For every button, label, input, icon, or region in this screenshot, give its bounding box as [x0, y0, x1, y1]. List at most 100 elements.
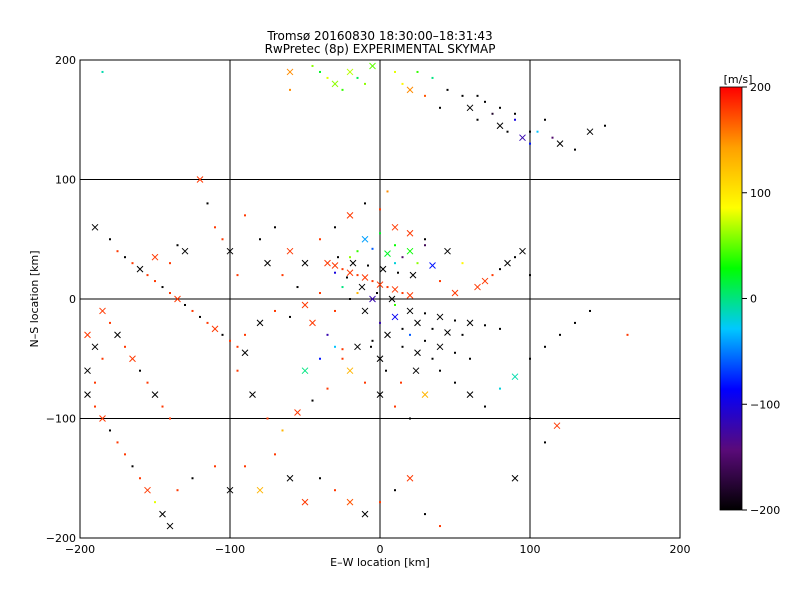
echo-dot-marker: [161, 286, 164, 289]
echo-dot-marker: [169, 262, 171, 265]
echo-cross-marker: [129, 355, 136, 363]
echo-dot-marker: [529, 274, 531, 277]
echo-cross-marker: [376, 281, 384, 289]
echo-dot-marker: [341, 268, 344, 271]
echo-cross-marker: [241, 349, 249, 357]
echo-cross-marker: [361, 235, 369, 243]
echo-cross-marker: [391, 313, 399, 321]
echo-dot-marker: [236, 345, 239, 348]
echo-cross-marker: [256, 319, 264, 327]
echo-dot-marker: [461, 94, 464, 97]
echo-dot-marker: [176, 244, 179, 247]
echo-dot-marker: [154, 280, 156, 283]
echo-dot-marker: [376, 292, 378, 295]
echo-dot-marker: [394, 70, 396, 73]
echo-cross-marker: [331, 80, 339, 88]
echo-dot-marker: [626, 333, 629, 336]
echo-dot-marker: [401, 82, 404, 85]
echo-cross-marker: [99, 307, 106, 315]
echo-cross-marker: [496, 122, 504, 130]
echo-dot-marker: [334, 345, 336, 348]
echo-cross-marker: [91, 223, 99, 231]
echo-dot-marker: [401, 345, 404, 348]
echo-dot-marker: [169, 417, 171, 420]
echo-cross-marker: [226, 247, 234, 255]
echo-dot-marker: [356, 76, 359, 79]
echo-dot-marker: [146, 381, 149, 384]
echo-dot-marker: [244, 214, 246, 217]
echo-dot-marker: [356, 292, 359, 295]
echo-dot-marker: [139, 477, 141, 480]
echo-dot-marker: [379, 208, 381, 211]
echo-cross-marker: [519, 247, 526, 255]
echo-dot-marker: [424, 94, 426, 97]
x-tick-label: −200: [65, 543, 95, 556]
echo-cross-marker: [91, 343, 99, 351]
echo-dot-marker: [604, 124, 606, 127]
echo-cross-marker: [346, 68, 354, 76]
echo-dot-marker: [364, 381, 366, 384]
echo-dot-marker: [124, 256, 126, 259]
echo-cross-marker: [429, 262, 436, 269]
echo-dot-marker: [236, 274, 239, 277]
echo-dot-marker: [221, 238, 224, 241]
echo-dot-marker: [311, 64, 314, 67]
echo-dot-marker: [326, 387, 329, 390]
x-tick-label: 0: [377, 543, 384, 556]
echo-dot-marker: [454, 319, 456, 322]
y-tick-label: 200: [55, 54, 76, 67]
echo-dot-marker: [244, 333, 246, 336]
echo-cross-marker: [324, 259, 331, 267]
echo-dot-marker: [529, 130, 531, 133]
echo-dot-marker: [529, 357, 531, 360]
echo-cross-marker: [451, 289, 459, 297]
echo-dot-marker: [424, 312, 426, 315]
echo-dot-marker: [154, 501, 156, 504]
echo-cross-marker: [406, 474, 414, 482]
y-axis-ticks: −200 −100 0 100 200: [46, 54, 76, 545]
echo-dot-marker: [94, 381, 96, 384]
echo-dot-marker: [367, 264, 369, 267]
echo-dot-marker: [244, 465, 246, 468]
echo-cross-marker: [406, 292, 414, 299]
echo-cross-marker: [151, 391, 159, 398]
echo-cross-marker: [519, 134, 526, 142]
echo-cross-marker: [556, 140, 564, 148]
echo-dot-marker: [409, 333, 411, 336]
echo-dot-marker: [454, 381, 456, 384]
echo-dot-marker: [109, 429, 111, 432]
echo-dot-marker: [281, 274, 284, 277]
echo-dot-marker: [574, 148, 576, 151]
echo-dot-marker: [146, 274, 149, 277]
echo-dot-marker: [491, 274, 494, 277]
echo-dot-marker: [364, 82, 366, 85]
echo-dot-marker: [259, 238, 261, 241]
echo-cross-marker: [301, 498, 309, 506]
echo-cross-marker: [391, 286, 399, 293]
echo-dot-marker: [379, 321, 381, 324]
colorbar-ticks: 200 100 0 −100 −200: [742, 81, 780, 517]
echo-dot-marker: [589, 309, 591, 312]
echo-dot-marker: [424, 513, 426, 516]
echo-dot-marker: [431, 76, 434, 79]
echo-cross-marker: [226, 486, 234, 494]
echo-cross-marker: [444, 247, 451, 255]
echo-cross-marker: [294, 409, 301, 416]
echo-dot-marker: [319, 238, 321, 241]
echo-dot-marker: [424, 244, 426, 247]
echo-dot-marker: [439, 369, 441, 372]
echo-dot-marker: [221, 333, 224, 336]
echo-dot-marker: [439, 280, 441, 283]
echo-cross-marker: [249, 391, 256, 398]
echo-cross-marker: [84, 367, 91, 375]
echo-cross-marker: [286, 474, 294, 482]
echo-dot-marker: [281, 429, 284, 432]
echo-cross-marker: [361, 274, 369, 281]
echo-dot-marker: [199, 315, 201, 318]
echo-dot-marker: [341, 348, 344, 351]
x-axis-label: E–W location [km]: [330, 556, 430, 569]
echo-dot-marker: [385, 369, 387, 372]
y-axis-label: N–S location [km]: [28, 250, 41, 347]
echo-dot-marker: [334, 271, 336, 274]
echo-dot-marker: [101, 70, 104, 73]
